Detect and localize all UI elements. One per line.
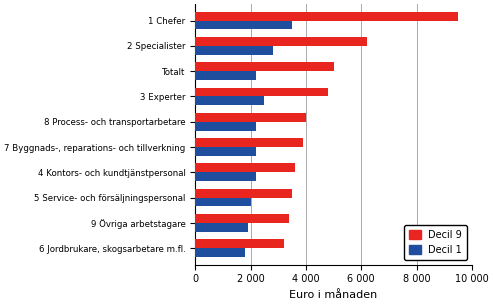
Bar <box>195 113 306 122</box>
Bar <box>195 214 289 223</box>
Bar <box>195 172 256 181</box>
Bar <box>195 189 292 198</box>
Bar <box>195 37 367 46</box>
Bar <box>195 46 273 55</box>
Bar <box>195 138 303 147</box>
Bar <box>195 223 248 232</box>
Legend: Decil 9, Decil 1: Decil 9, Decil 1 <box>404 225 467 260</box>
Bar <box>195 71 256 80</box>
Bar <box>195 21 292 29</box>
Bar <box>195 62 334 71</box>
Bar <box>195 147 256 156</box>
Bar <box>195 198 250 206</box>
Bar <box>195 122 256 131</box>
Bar <box>195 248 245 257</box>
Bar <box>195 12 458 21</box>
Bar <box>195 239 283 248</box>
Bar <box>195 88 328 96</box>
X-axis label: Euro i månaden: Euro i månaden <box>289 290 378 300</box>
Bar <box>195 164 295 172</box>
Bar <box>195 96 264 105</box>
